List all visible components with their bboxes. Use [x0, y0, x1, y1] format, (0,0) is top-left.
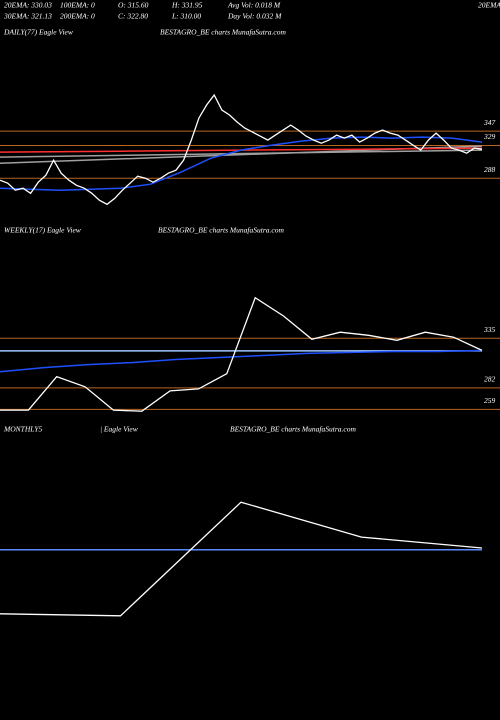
y-tick-label: 347 — [483, 118, 496, 127]
price-line — [0, 501, 483, 617]
price-line — [0, 149, 483, 158]
panel-subtitle: BESTAGRO_BE charts MunafaSutra.com — [160, 28, 286, 37]
price-line — [0, 93, 483, 206]
panel-source: BESTAGRO_BE charts MunafaSutra.com — [230, 425, 356, 434]
y-tick-label: 329 — [483, 132, 496, 141]
y-tick-label: 282 — [484, 375, 496, 384]
y-tick-label: 259 — [484, 396, 496, 405]
price-line — [0, 349, 483, 373]
header-stat: O: 315.60 — [118, 1, 149, 10]
header-stat: 100EMA: 0 — [60, 1, 95, 10]
panel-title: DAILY(77) Eagle View — [3, 28, 73, 37]
y-tick-label: 288 — [484, 165, 496, 174]
header-stat: 20EMA — [478, 1, 500, 10]
header-stat: 30EMA: 321.13 — [3, 12, 52, 21]
header-stat: H: 331.95 — [171, 1, 203, 10]
price-line — [0, 296, 483, 412]
panel-subtitle: | Eagle View — [100, 425, 138, 434]
header-stat: L: 310.00 — [171, 12, 201, 21]
header-stat: Day Vol: 0.032 M — [227, 12, 282, 21]
panel-title: MONTHLY5 — [3, 425, 42, 434]
panel-subtitle: BESTAGRO_BE charts MunafaSutra.com — [158, 226, 284, 235]
panel-title: WEEKLY(17) Eagle View — [4, 226, 81, 235]
y-tick-label: 335 — [483, 325, 496, 334]
header-stat: 200EMA: 0 — [60, 12, 95, 21]
header-stat: Avg Vol: 0.018 M — [227, 1, 281, 10]
header-stat: 20EMA: 330.03 — [4, 1, 52, 10]
header-stat: C: 322.80 — [118, 12, 148, 21]
